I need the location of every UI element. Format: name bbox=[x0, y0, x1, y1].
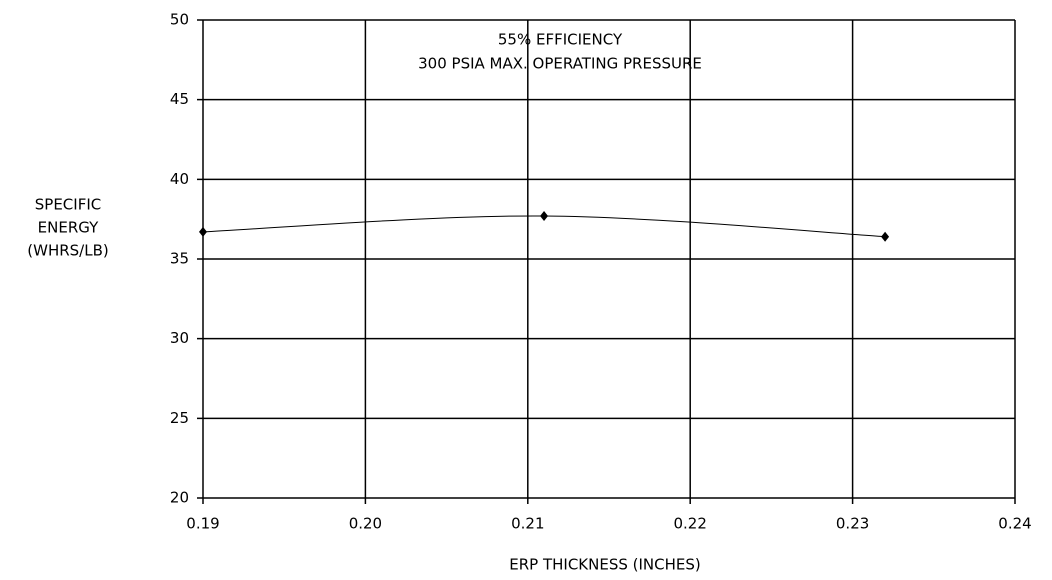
marker bbox=[540, 210, 549, 221]
x-tick-label: 0.20 bbox=[349, 515, 382, 533]
x-tick-label: 0.24 bbox=[998, 515, 1031, 533]
y-axis-label: SPECIFIC bbox=[35, 196, 101, 214]
y-tick-label: 35 bbox=[170, 250, 189, 268]
marker bbox=[881, 231, 890, 242]
y-axis-label: ENERGY bbox=[38, 219, 99, 237]
y-tick-label: 45 bbox=[170, 90, 189, 108]
y-tick-label: 25 bbox=[170, 409, 189, 427]
x-tick-label: 0.23 bbox=[836, 515, 869, 533]
y-axis-label: (WHRS/LB) bbox=[27, 242, 108, 260]
x-axis-label: ERP THICKNESS (INCHES) bbox=[509, 556, 701, 574]
annotation: 300 PSIA MAX. OPERATING PRESSURE bbox=[418, 55, 702, 73]
y-tick-label: 40 bbox=[170, 170, 189, 188]
x-tick-label: 0.19 bbox=[186, 515, 219, 533]
y-tick-label: 50 bbox=[170, 11, 189, 29]
x-tick-label: 0.21 bbox=[511, 515, 544, 533]
marker bbox=[199, 226, 207, 237]
annotation: 55% EFFICIENCY bbox=[498, 31, 623, 49]
y-tick-label: 30 bbox=[170, 329, 189, 347]
x-tick-label: 0.22 bbox=[673, 515, 706, 533]
y-tick-label: 20 bbox=[170, 489, 189, 507]
